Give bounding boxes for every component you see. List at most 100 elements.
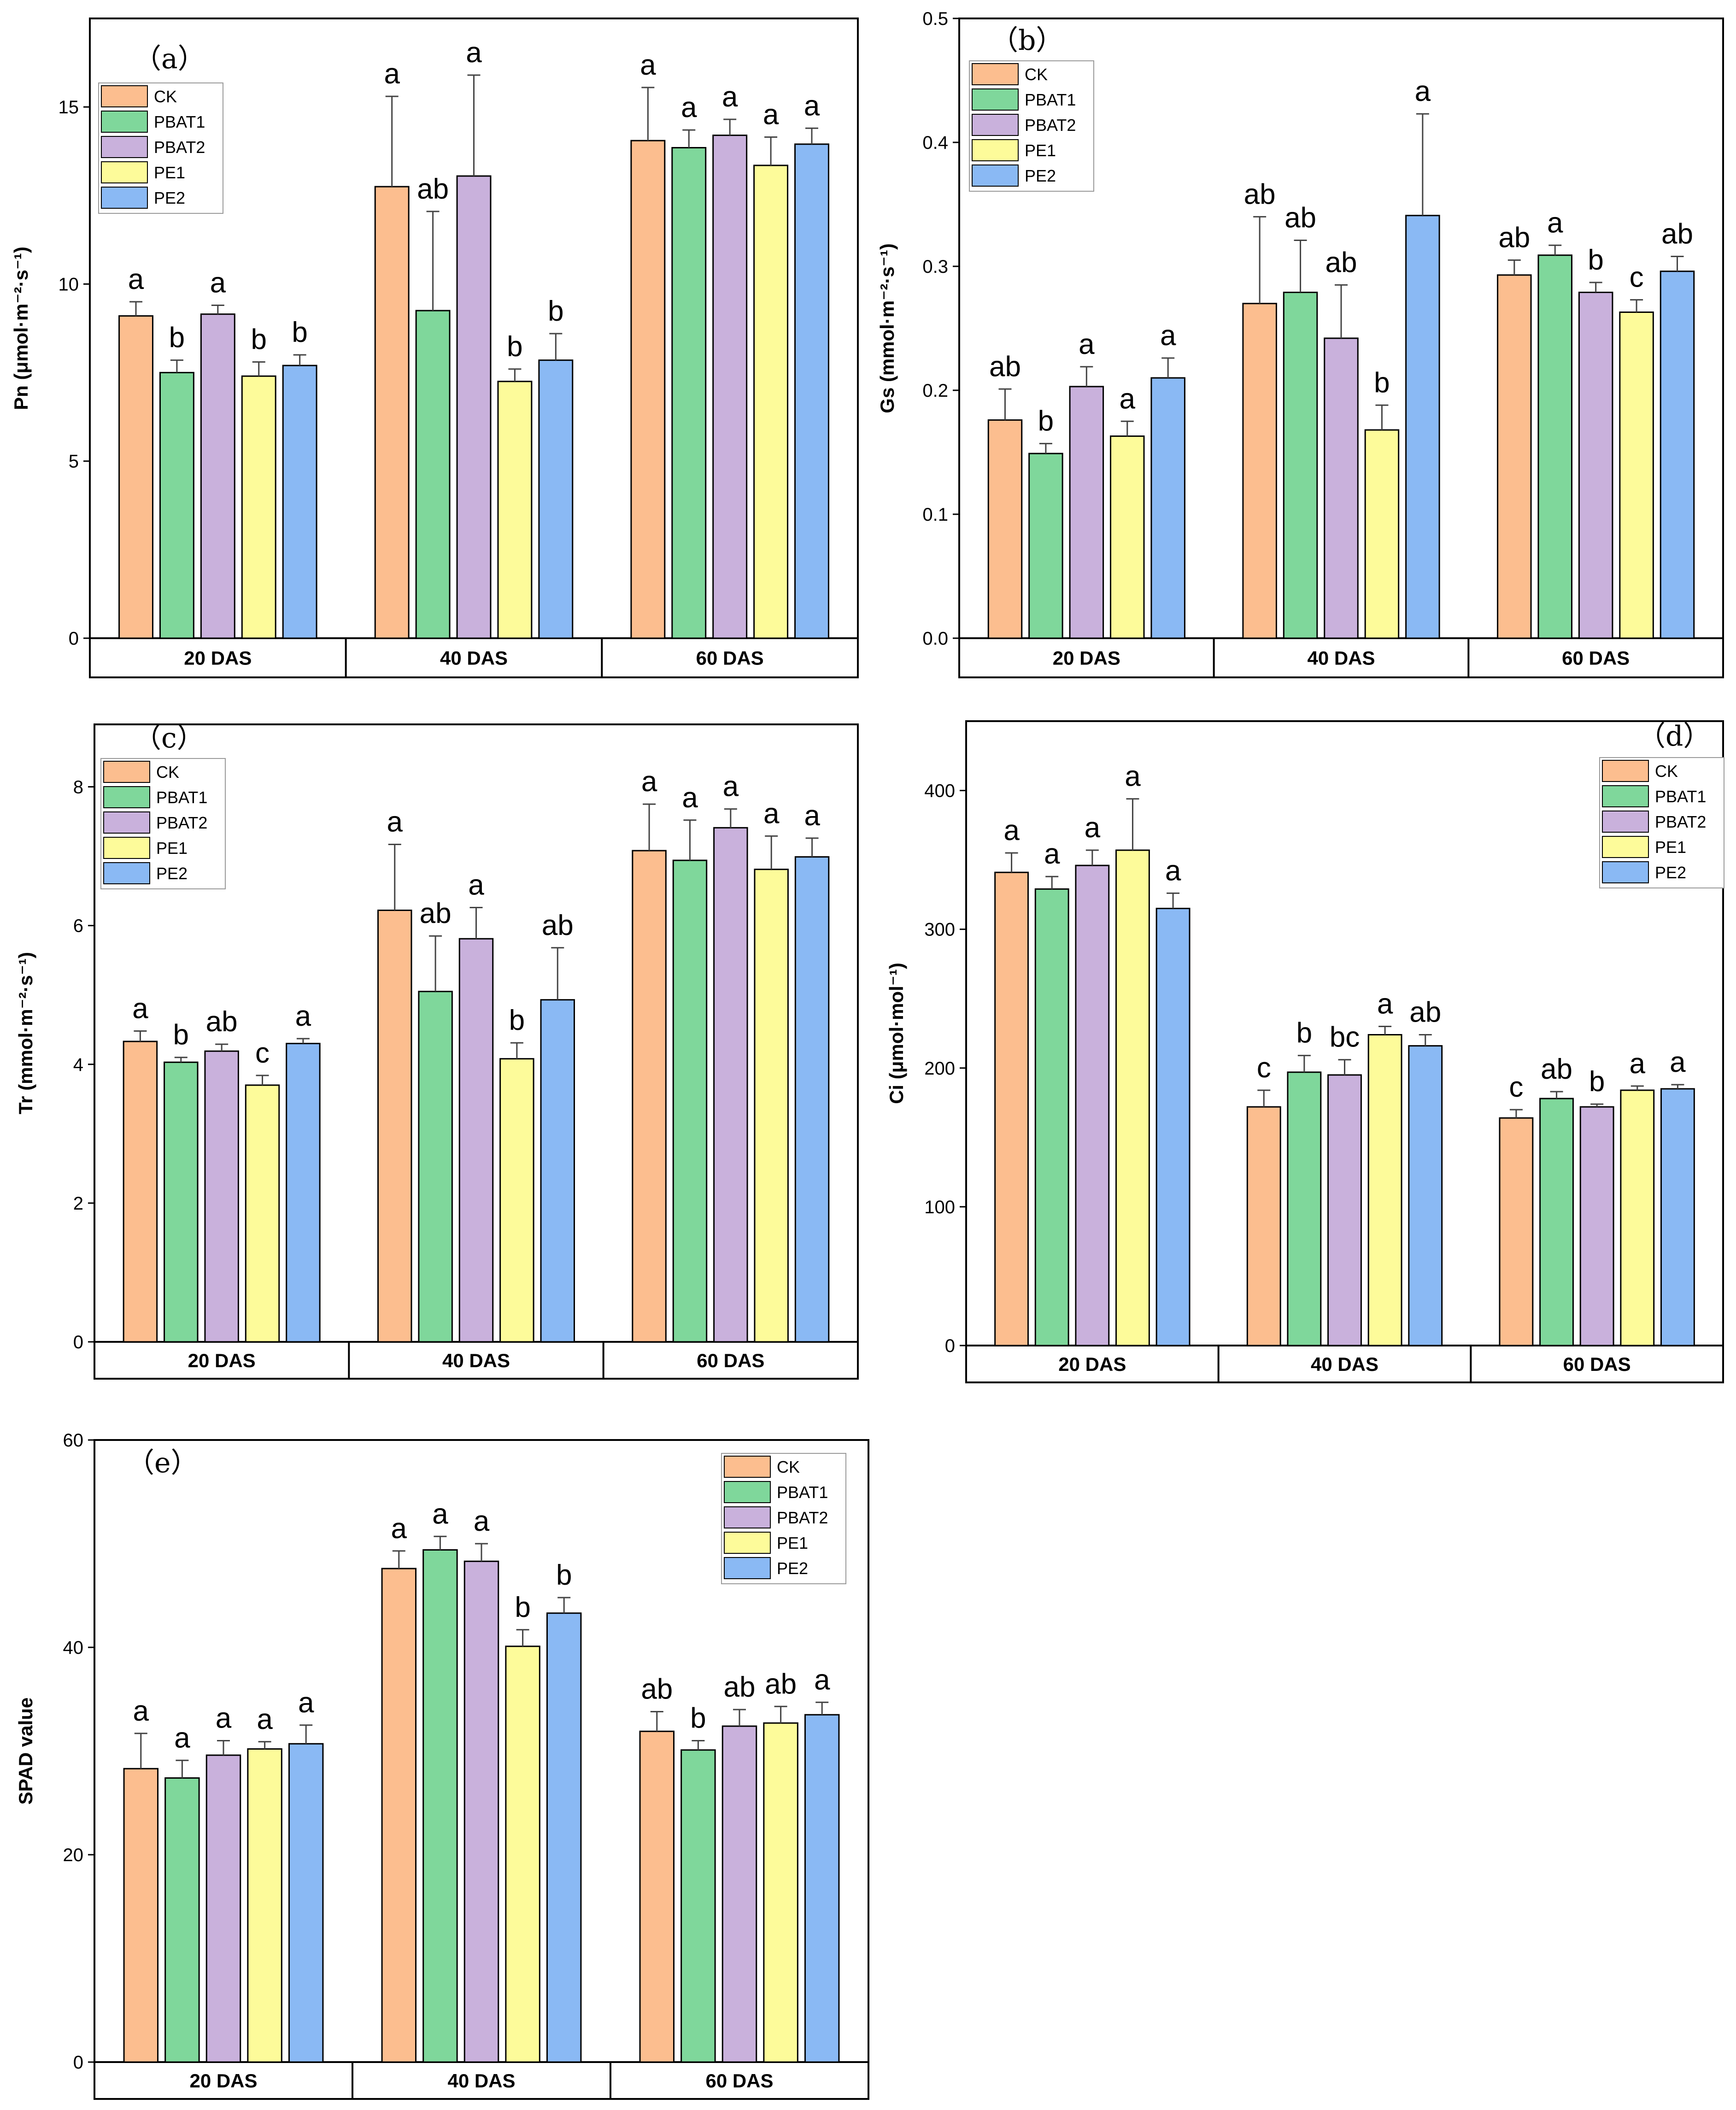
significance-letter: b xyxy=(1374,367,1390,399)
y-tick-label: 0.1 xyxy=(922,505,948,525)
legend-label-PE1: PE1 xyxy=(777,1534,808,1552)
y-tick-label: 400 xyxy=(924,781,955,801)
legend-label-PE2: PE2 xyxy=(156,864,188,883)
bar-CK xyxy=(994,871,1029,1346)
significance-letter: ab xyxy=(1244,178,1276,210)
significance-letter: a xyxy=(257,1704,273,1735)
bar-PE1 xyxy=(763,1722,798,2063)
y-tick-label: 6 xyxy=(73,916,83,936)
significance-letter: b xyxy=(292,317,307,348)
panel-label: （c） xyxy=(134,722,205,754)
y-axis-label: Ci (μmol·mol⁻¹) xyxy=(886,963,907,1104)
significance-letter: ab xyxy=(989,351,1021,382)
bar-PBAT2 xyxy=(1075,864,1110,1346)
significance-letter: ab xyxy=(542,910,574,941)
significance-letter: ab xyxy=(1661,218,1693,250)
bar-PBAT1 xyxy=(1287,1071,1322,1346)
significance-letter: a xyxy=(174,1722,190,1754)
bar-PBAT1 xyxy=(164,1061,199,1343)
bar-PE2 xyxy=(1660,1088,1695,1346)
bar-PBAT2 xyxy=(205,1754,241,2063)
category-label: 60 DAS xyxy=(1562,647,1630,669)
significance-letter: a xyxy=(474,1505,490,1537)
bar-PE1 xyxy=(753,165,789,639)
bar-CK xyxy=(377,910,412,1343)
legend-label-PBAT1: PBAT1 xyxy=(1025,90,1076,109)
bar-PE2 xyxy=(1660,270,1695,639)
bar-CK xyxy=(381,1568,417,2063)
bar-PBAT1 xyxy=(1537,254,1572,639)
panel-label: （a） xyxy=(134,43,205,75)
category-label: 60 DAS xyxy=(696,647,764,669)
category-label: 60 DAS xyxy=(697,1350,764,1371)
category-label: 60 DAS xyxy=(1563,1353,1631,1375)
legend-swatch-PBAT2 xyxy=(103,811,150,834)
legend-label-PBAT1: PBAT1 xyxy=(156,788,207,807)
significance-letter: a xyxy=(298,1687,314,1719)
significance-letter: a xyxy=(216,1703,232,1734)
y-tick-label: 4 xyxy=(73,1055,83,1075)
category-label: 20 DAS xyxy=(189,2070,257,2092)
y-tick-label: 5 xyxy=(69,452,79,472)
bar-PE2 xyxy=(286,1043,321,1343)
y-tick-label: 0.4 xyxy=(922,133,948,153)
bar-CK xyxy=(987,419,1023,639)
bar-PE1 xyxy=(499,1058,534,1343)
significance-letter: a xyxy=(1044,838,1060,870)
legend-swatch-CK xyxy=(103,761,150,783)
bar-PE1 xyxy=(1115,849,1150,1346)
significance-letter: a xyxy=(132,993,148,1024)
significance-letter: a xyxy=(804,90,820,122)
significance-letter: a xyxy=(640,49,656,81)
y-tick-label: 0.2 xyxy=(922,381,948,401)
bar-PBAT1 xyxy=(680,1749,716,2063)
bar-CK xyxy=(1497,274,1532,639)
y-tick-label: 0.3 xyxy=(922,257,948,277)
category-label: 20 DAS xyxy=(188,1350,256,1371)
significance-letter: b xyxy=(690,1703,706,1734)
legend-label-PBAT2: PBAT2 xyxy=(156,813,207,832)
y-tick-label: 2 xyxy=(73,1193,83,1214)
y-tick-label: 60 xyxy=(63,1430,84,1451)
legend-swatch-PE2 xyxy=(1602,861,1649,883)
bar-PBAT1 xyxy=(672,859,708,1343)
significance-letter: b xyxy=(509,1005,525,1036)
significance-letter: a xyxy=(814,1664,830,1696)
significance-letter: a xyxy=(1160,320,1176,352)
bar-PBAT2 xyxy=(1324,337,1359,639)
significance-letter: a xyxy=(1630,1048,1646,1080)
legend-label-PE1: PE1 xyxy=(1025,141,1056,160)
significance-letter: a xyxy=(133,1695,149,1727)
significance-letter: a xyxy=(295,1000,311,1032)
legend-label-CK: CK xyxy=(156,763,179,782)
significance-letter: a xyxy=(1003,815,1020,846)
bar-PE1 xyxy=(247,1748,282,2063)
significance-letter: a xyxy=(1377,988,1393,1020)
significance-letter: c xyxy=(1630,262,1644,294)
legend-swatch-PE1 xyxy=(1602,836,1649,858)
y-axis-label: Gs (mmol·m⁻²·s⁻¹) xyxy=(876,243,898,413)
significance-letter: ab xyxy=(1541,1053,1572,1085)
significance-letter: a xyxy=(763,99,779,130)
significance-letter: a xyxy=(682,782,698,814)
bar-PBAT1 xyxy=(1283,291,1318,639)
bar-PE2 xyxy=(794,143,829,639)
bar-CK xyxy=(123,1768,159,2063)
significance-letter: ab xyxy=(1325,247,1357,278)
y-tick-label: 8 xyxy=(73,777,83,798)
legend-label-CK: CK xyxy=(1025,65,1048,84)
legend-swatch-PBAT1 xyxy=(972,88,1019,111)
category-label: 40 DAS xyxy=(442,1350,510,1371)
significance-letter: a xyxy=(641,766,657,798)
bar-PBAT2 xyxy=(1579,1106,1614,1346)
legend-label-PBAT1: PBAT1 xyxy=(1655,787,1706,806)
bar-CK xyxy=(639,1730,675,2063)
significance-letter: b xyxy=(169,322,185,354)
y-tick-label: 10 xyxy=(59,274,79,294)
bar-PBAT2 xyxy=(712,135,748,639)
significance-letter: ab xyxy=(1498,222,1530,254)
significance-letter: a xyxy=(1547,207,1563,239)
significance-letter: b xyxy=(548,295,563,327)
bar-PBAT1 xyxy=(1539,1098,1574,1346)
significance-letter: a xyxy=(722,81,738,113)
